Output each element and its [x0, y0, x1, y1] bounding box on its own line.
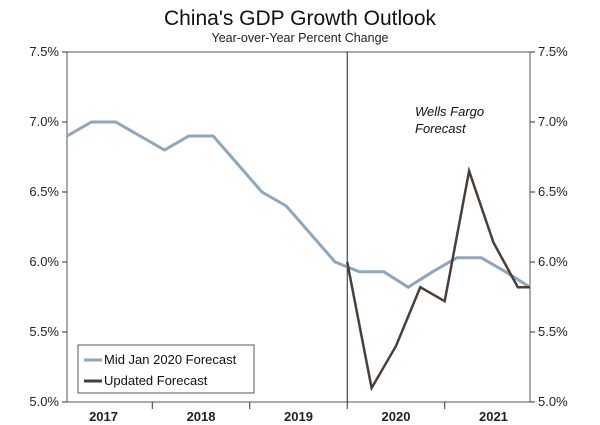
x-tick-label: 2017 [89, 409, 118, 424]
right-y-axis: 5.0% 5.5% 6.0% 6.5% 7.0% 7.5% [530, 44, 568, 409]
legend-box [77, 344, 255, 394]
left-y-tick-label: 7.0% [29, 114, 59, 129]
left-y-tick-label: 5.0% [29, 394, 59, 409]
chart-subtitle: Year-over-Year Percent Change [212, 31, 389, 45]
legend-label-mid-jan: Mid Jan 2020 Forecast [104, 352, 237, 367]
right-y-tick-label: 7.0% [538, 114, 568, 129]
chart-title: China's GDP Growth Outlook [164, 7, 437, 30]
forecast-annotation-line-1: Wells Fargo [415, 104, 484, 119]
legend-label-updated: Updated Forecast [104, 373, 208, 388]
forecast-annotation-line-2: Forecast [415, 121, 467, 136]
x-tick-label: 2020 [382, 409, 411, 424]
x-tick-label: 2018 [187, 409, 216, 424]
left-y-tick-label: 7.5% [29, 44, 59, 59]
plot-frame [66, 51, 531, 403]
legend: Mid Jan 2020 Forecast Updated Forecast [77, 344, 255, 394]
right-y-tick-label: 5.5% [538, 324, 568, 339]
left-y-axis: 5.0% 5.5% 6.0% 6.5% 7.0% 7.5% [29, 44, 67, 409]
right-y-tick-label: 6.5% [538, 184, 568, 199]
x-axis: 2017 2018 2019 2020 2021 [89, 402, 508, 424]
left-y-tick-label: 6.5% [29, 184, 59, 199]
right-y-tick-label: 6.0% [538, 254, 568, 269]
right-y-tick-label: 7.5% [538, 44, 568, 59]
series-layer [66, 120, 531, 392]
left-y-tick-label: 6.0% [29, 254, 59, 269]
left-y-tick-label: 5.5% [29, 324, 59, 339]
right-y-tick-label: 5.0% [538, 394, 568, 409]
series-line-updated-forecast [345, 166, 530, 392]
series-line-mid-jan-2020 [66, 120, 531, 289]
x-tick-label: 2021 [479, 409, 508, 424]
x-tick-label: 2019 [284, 409, 313, 424]
